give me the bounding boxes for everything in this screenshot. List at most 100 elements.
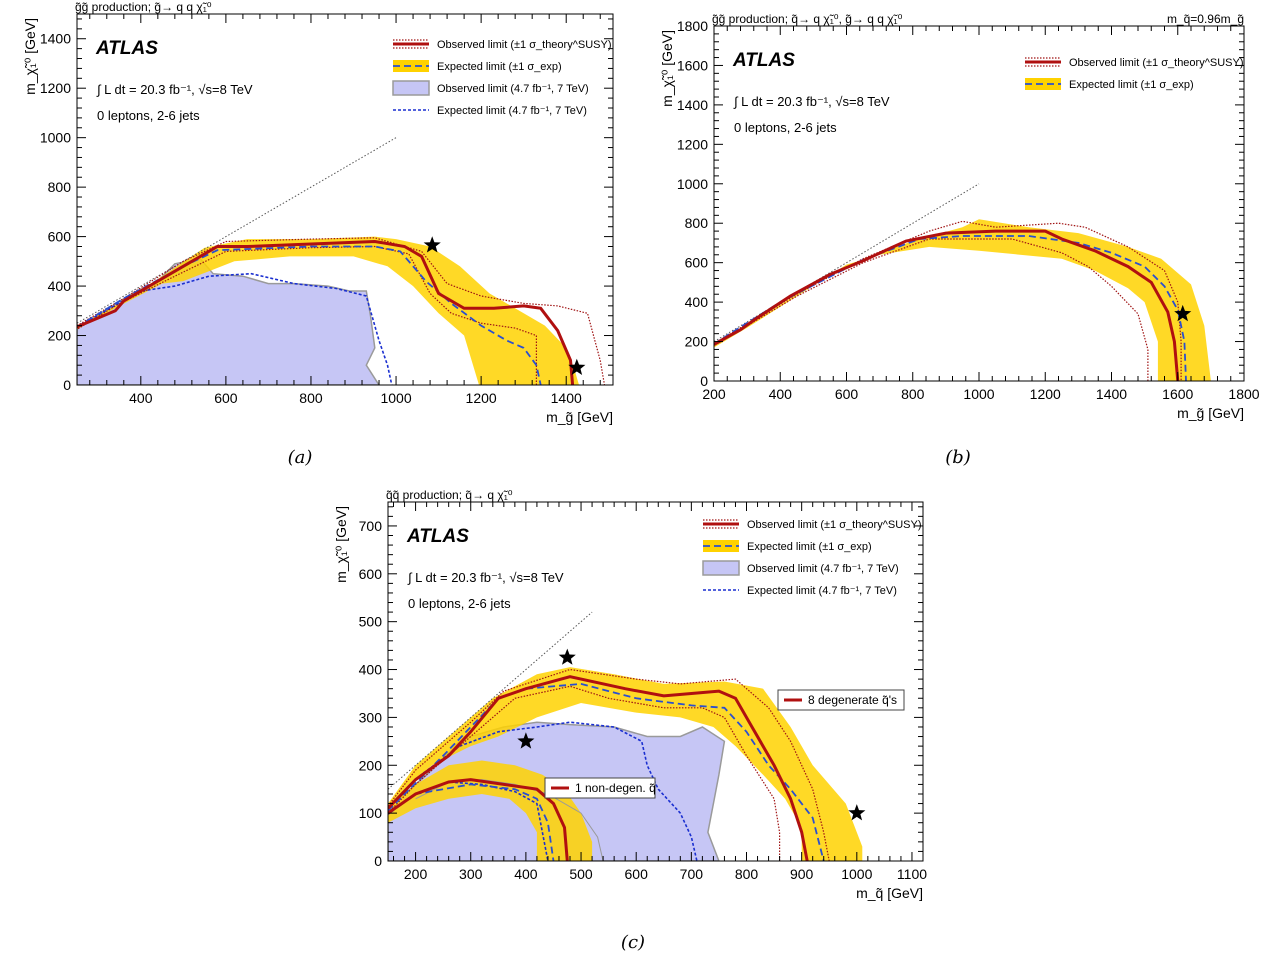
observed-up-line (714, 220, 1182, 381)
chart-header: q̃q̃ production; q̃→ q χ̃₁⁰ (386, 488, 513, 502)
y-tick-label: 400 (685, 294, 709, 310)
exp-7tev-line-nondegen (388, 781, 549, 861)
selection-label: 0 leptons, 2-6 jets (408, 596, 511, 611)
observed-line-nondegen (388, 778, 569, 861)
x-tick-label: 1400 (1096, 386, 1127, 402)
x-tick-label: 1400 (551, 390, 582, 406)
x-tick-label: 800 (299, 390, 323, 406)
plot-area-c (388, 611, 863, 861)
expected-band (77, 236, 579, 385)
x-axis-label: m_g̃ [GeV] (1177, 405, 1244, 421)
selection-label: 0 leptons, 2-6 jets (97, 108, 200, 123)
y-tick-label: 1000 (677, 176, 708, 192)
y-tick-label: 1000 (40, 130, 71, 146)
y-axis-label: m_χ̃₁⁰ [GeV] (659, 30, 675, 107)
luminosity-label: ∫ L dt = 20.3 fb⁻¹, √s=8 TeV (733, 94, 890, 109)
x-tick-label: 600 (625, 866, 649, 882)
atlas-label: ATLAS (732, 50, 795, 71)
x-tick-label: 600 (214, 390, 238, 406)
y-tick-label: 1400 (677, 97, 708, 113)
x-tick-label: 1800 (1228, 386, 1259, 402)
x-tick-label: 800 (735, 866, 759, 882)
y-tick-label: 1600 (677, 57, 708, 73)
benchmark-star (517, 732, 535, 749)
y-tick-label: 200 (359, 757, 383, 773)
x-tick-label: 1000 (841, 866, 872, 882)
kinematic-diagonal (714, 183, 980, 343)
x-tick-label: 1000 (963, 386, 994, 402)
y-tick-label: 600 (359, 566, 383, 582)
observed-line (388, 675, 809, 861)
x-tick-label: 1200 (466, 390, 497, 406)
x-axis-label: m_g̃ [GeV] (546, 409, 613, 425)
x-tick-label: 200 (702, 386, 726, 402)
legend-obs7-swatch (702, 560, 740, 576)
x-tick-label: 500 (569, 866, 593, 882)
annotation-label: 8 degenerate q̃'s (808, 693, 897, 707)
x-tick-label: 1600 (1162, 386, 1193, 402)
y-tick-label: 1200 (677, 136, 708, 152)
x-tick-label: 700 (680, 866, 704, 882)
legend-label: Observed limit (±1 σ_theory^SUSY) (1069, 57, 1244, 69)
y-tick-label: 600 (685, 255, 709, 271)
y-tick-label: 0 (63, 377, 71, 393)
x-tick-label: 1000 (380, 390, 411, 406)
x-tick-label: 900 (790, 866, 814, 882)
kinematic-diagonal (388, 611, 593, 790)
observed-line (714, 229, 1180, 381)
caption: (c) (621, 932, 645, 953)
x-tick-label: 800 (901, 386, 925, 402)
chart-header-right: m_q̃=0.96m_g̃ (1167, 12, 1244, 26)
x-tick-label: 600 (835, 386, 859, 402)
x-tick-label: 200 (404, 866, 428, 882)
x-tick-label: 1100 (897, 866, 927, 882)
y-tick-label: 300 (359, 709, 383, 725)
y-tick-label: 500 (359, 614, 383, 630)
atlas-label: ATLAS (406, 526, 469, 547)
plot-area-a (77, 137, 606, 385)
x-tick-label: 400 (514, 866, 538, 882)
legend: Observed limit (±1 σ_theory^SUSY) Expecte… (392, 39, 612, 117)
observed-up-line (77, 237, 606, 385)
legend-label: Expected limit (±1 σ_exp) (1069, 79, 1194, 91)
y-tick-label: 800 (48, 179, 72, 195)
legend-label: Expected limit (4.7 fb⁻¹, 7 TeV) (437, 105, 587, 117)
plot-frame (387, 501, 924, 862)
caption: (a) (288, 447, 313, 468)
legend-label: Expected limit (±1 σ_exp) (747, 541, 872, 553)
expected-band (714, 219, 1211, 381)
luminosity-label: ∫ L dt = 20.3 fb⁻¹, √s=8 TeV (96, 82, 253, 97)
x-tick-label: 400 (769, 386, 793, 402)
chart-b: 200 400 600 800 1000 1200 1400 1600 180002004006… (659, 12, 1260, 468)
observed-line (77, 239, 575, 385)
legend-label: Expected limit (4.7 fb⁻¹, 7 TeV) (747, 585, 897, 597)
luminosity-label: ∫ L dt = 20.3 fb⁻¹, √s=8 TeV (407, 570, 564, 585)
y-tick-label: 400 (359, 662, 383, 678)
y-tick-label: 700 (359, 518, 383, 534)
legend: Observed limit (±1 σ_theory^SUSY) Expecte… (1025, 57, 1244, 91)
benchmark-star (568, 358, 586, 375)
atlas-label: ATLAS (95, 38, 158, 59)
legend-label: Observed limit (±1 σ_theory^SUSY) (747, 519, 922, 531)
benchmark-star (558, 648, 576, 665)
legend-label: Expected limit (±1 σ_exp) (437, 61, 562, 73)
y-tick-label: 200 (48, 328, 72, 344)
expected-line (77, 245, 542, 385)
legend-label: Observed limit (4.7 fb⁻¹, 7 TeV) (437, 83, 589, 95)
benchmark-star (423, 236, 441, 253)
annotation-box (544, 777, 656, 799)
x-tick-label: 1200 (1030, 386, 1061, 402)
y-tick-label: 400 (48, 278, 72, 294)
y-axis-label: m_χ̃₁⁰ [GeV] (333, 506, 349, 583)
observed-up-line (388, 668, 830, 861)
y-tick-label: 100 (359, 805, 383, 821)
chart-c: 200 300 400 500 600 700 800 900 1000 1100 0 100 200 3… (333, 488, 927, 953)
obs-7tev-region (77, 258, 380, 385)
benchmark-star (848, 804, 866, 821)
caption: (b) (945, 447, 971, 468)
y-tick-label: 200 (685, 334, 709, 350)
annotation-box (777, 689, 905, 711)
chart-header: g̃g̃ production; q̃→ q χ̃₁⁰, g̃→ q q χ̃₁… (712, 12, 903, 26)
y-tick-label: 1800 (677, 18, 708, 34)
